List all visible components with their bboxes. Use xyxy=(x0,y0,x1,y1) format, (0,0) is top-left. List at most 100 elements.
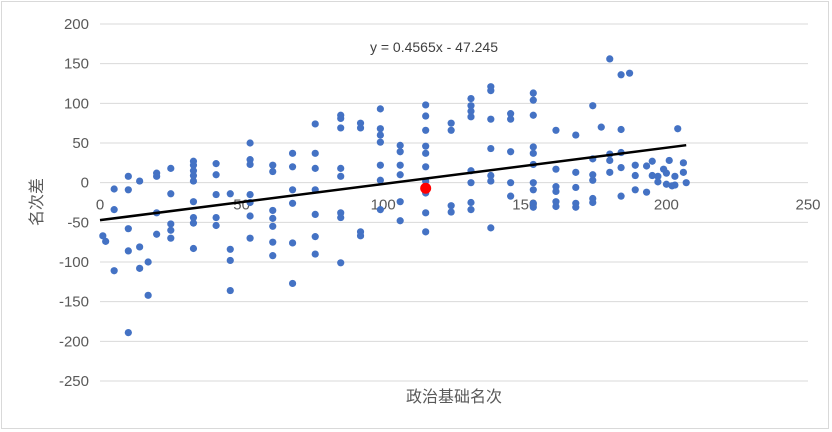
data-point xyxy=(665,156,673,165)
data-point xyxy=(552,126,560,134)
trendline-equation: y = 0.4565x - 47.245 xyxy=(370,39,498,55)
data-point xyxy=(311,120,319,128)
data-point xyxy=(246,212,254,220)
data-point xyxy=(376,161,384,169)
data-point xyxy=(529,203,537,211)
data-point xyxy=(167,190,175,198)
gridlines xyxy=(100,23,808,382)
data-point xyxy=(529,179,537,187)
data-point xyxy=(572,168,580,176)
data-point xyxy=(529,96,537,104)
data-point xyxy=(606,156,614,165)
data-point xyxy=(167,220,175,228)
data-point xyxy=(682,179,690,187)
data-point xyxy=(552,187,560,195)
data-point xyxy=(552,202,560,211)
data-point xyxy=(617,125,625,134)
data-point xyxy=(311,164,319,172)
data-point xyxy=(356,124,365,132)
data-point xyxy=(396,161,404,169)
x-tick-label: 250 xyxy=(795,197,820,214)
x-tick-label: 0 xyxy=(96,197,104,214)
data-point xyxy=(376,138,384,146)
highlighted-data-point xyxy=(420,182,432,194)
data-point xyxy=(337,213,345,222)
data-point xyxy=(269,161,277,169)
data-point xyxy=(631,186,639,194)
data-point xyxy=(467,206,475,214)
data-point xyxy=(288,239,297,247)
data-point xyxy=(337,259,345,267)
data-point xyxy=(679,159,687,167)
data-point xyxy=(376,176,384,184)
y-tick-label: 50 xyxy=(72,135,89,152)
data-point xyxy=(422,142,430,150)
data-point xyxy=(422,112,430,120)
data-point xyxy=(447,202,455,210)
data-point xyxy=(311,149,319,157)
data-point xyxy=(136,264,144,272)
data-point xyxy=(311,233,319,241)
data-point xyxy=(617,192,625,200)
data-point xyxy=(337,172,345,180)
y-tick-label: -50 xyxy=(67,214,89,231)
data-point xyxy=(212,171,220,179)
y-axis-tick-labels: 200 150 100 50 0 -50 -100 -150 -200 -250 xyxy=(59,16,89,390)
data-point xyxy=(572,203,580,211)
data-point xyxy=(189,213,198,222)
data-point xyxy=(269,222,277,230)
data-point xyxy=(269,214,277,222)
data-point xyxy=(589,171,597,179)
data-point xyxy=(212,221,220,230)
data-point xyxy=(311,210,319,218)
data-point xyxy=(487,171,495,180)
data-point xyxy=(396,148,404,156)
data-point xyxy=(167,226,175,234)
data-point xyxy=(189,177,198,185)
data-point xyxy=(487,224,495,232)
x-axis-title: 政治基础名次 xyxy=(406,387,502,406)
data-point xyxy=(487,144,495,153)
data-point xyxy=(507,115,515,123)
data-point xyxy=(617,163,625,172)
data-point xyxy=(153,172,161,180)
data-point xyxy=(167,164,175,172)
data-point xyxy=(589,102,597,110)
data-point xyxy=(552,165,560,173)
data-point xyxy=(110,206,118,214)
data-point xyxy=(467,102,475,110)
data-point xyxy=(269,167,277,176)
data-point xyxy=(288,149,297,157)
data-point xyxy=(136,177,144,185)
data-point xyxy=(246,139,254,147)
data-point xyxy=(487,177,495,185)
data-point xyxy=(269,252,277,260)
data-point xyxy=(311,250,319,258)
data-point xyxy=(648,157,656,165)
data-point xyxy=(288,186,297,194)
data-point xyxy=(337,164,345,172)
data-point xyxy=(288,279,297,288)
data-point xyxy=(422,228,430,236)
data-point xyxy=(102,237,110,245)
data-point xyxy=(529,186,537,194)
data-point xyxy=(447,208,455,216)
data-point xyxy=(642,162,651,170)
data-point xyxy=(589,198,597,207)
data-point xyxy=(337,114,345,123)
data-point xyxy=(337,124,345,132)
data-point xyxy=(631,161,639,169)
data-point xyxy=(124,225,132,233)
data-point xyxy=(153,230,161,238)
data-point xyxy=(507,110,515,118)
data-point xyxy=(606,168,614,176)
y-tick-label: 0 xyxy=(81,175,89,192)
data-point xyxy=(226,245,234,253)
data-point xyxy=(606,55,614,63)
data-point xyxy=(136,243,144,251)
trendline xyxy=(99,143,687,222)
data-point xyxy=(674,125,682,133)
data-point xyxy=(654,172,662,180)
data-point xyxy=(124,186,132,194)
data-point xyxy=(189,171,198,180)
